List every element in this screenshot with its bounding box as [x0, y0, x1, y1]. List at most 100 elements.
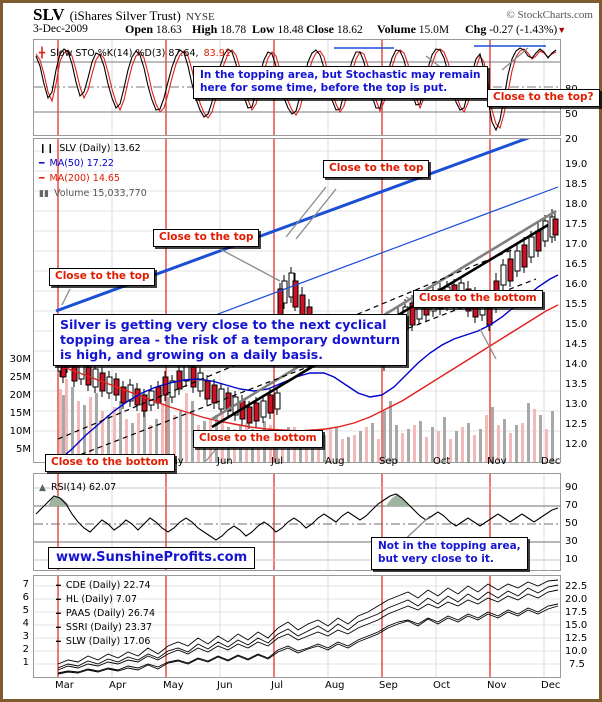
- price-legend-volume-text: Volume 15,033,770: [54, 188, 147, 199]
- month-label-dec: Dec: [541, 456, 561, 467]
- month-label-jun: Jun: [217, 456, 233, 467]
- bottom-month-jun: Jun: [217, 680, 233, 691]
- quote-change: Chg -0.27 (-1.43%)▼: [465, 22, 566, 37]
- main-note-line2: topping area - the risk of a temporary d…: [60, 332, 400, 347]
- miners-legend-row-ssri: ━ SSRI (Daily) 23.37: [56, 619, 155, 633]
- rsi-ytick-30: 30: [565, 536, 578, 547]
- price-ytick-18-0: 18.0: [565, 199, 588, 210]
- watermark-sunshineprofits[interactable]: www.SunshineProfits.com: [48, 547, 256, 569]
- month-label-aug: Aug: [325, 456, 345, 467]
- quote-open-label: Open: [125, 22, 154, 36]
- price-ytick-14-5: 14.5: [565, 339, 588, 350]
- quote-date: 3-Dec-2009: [33, 23, 88, 35]
- close-to-top-callout-mar: Close to the top: [49, 268, 156, 286]
- quote-low-label: Low: [252, 22, 275, 36]
- month-label-nov: Nov: [487, 456, 507, 467]
- ssri-series: [57, 584, 559, 669]
- slw-series: [57, 605, 559, 675]
- miners-legend-cde-text: CDE (Daily) 22.74: [65, 580, 151, 591]
- close-to-bottom-callout-jul: Close to the bottom: [193, 430, 323, 448]
- month-label-oct: Oct: [433, 456, 451, 467]
- price-ytick-12-5: 12.5: [565, 419, 588, 430]
- quote-close-label: Close: [306, 22, 334, 36]
- stochastic-note-line2: here for some time, before the top is pu…: [200, 82, 448, 94]
- paas-marker-icon: ━: [56, 609, 61, 618]
- cde-marker-icon: ━: [56, 581, 61, 590]
- quote-open: Open 18.63: [125, 22, 182, 37]
- miners-legend-slw-text: SLW (Daily) 17.06: [65, 636, 151, 647]
- price-ytick-15-0: 15.0: [565, 319, 588, 330]
- rsi-note-callout: Not in the topping area, but very close t…: [371, 537, 528, 570]
- price-legend-ma50-text: MA(50) 17.22: [49, 158, 114, 169]
- stockcharts-credit: © StockCharts.com: [506, 9, 593, 21]
- miners-ytick-22-5: 22.5: [565, 581, 588, 592]
- quote-high-label: High: [192, 22, 218, 36]
- stoch-ytick-20: 20: [565, 134, 578, 145]
- ma50-marker-icon: ━: [39, 159, 45, 169]
- quote-open-value: 18.63: [155, 24, 182, 36]
- quote-high-value: 18.78: [220, 24, 247, 36]
- bottom-month-may: May: [163, 680, 184, 691]
- close-to-top-question-callout: Close to the top?: [487, 89, 600, 107]
- ma200-marker-icon: ━: [39, 174, 45, 184]
- rising-channel-parallel: [209, 186, 559, 318]
- bottom-month-apr: Apr: [109, 680, 127, 691]
- stochastic-y-axis: 80 50 20: [563, 39, 602, 145]
- price-legend-ma200-text: MA(200) 14.65: [49, 173, 120, 184]
- miners-lytick-3: 3: [22, 631, 29, 642]
- cde-series: [57, 589, 559, 671]
- miners-legend-row-slw: ━ SLW (Daily) 17.06: [56, 633, 155, 647]
- bottom-month-jul: Jul: [271, 680, 284, 691]
- price-ytick-14-0: 14.0: [565, 359, 588, 370]
- company-name: (iShares Silver Trust): [69, 8, 181, 23]
- month-label-sep: Sep: [379, 456, 398, 467]
- rsi-legend: ▲ RSI(14) 62.07: [39, 475, 116, 494]
- rsi-legend-marker-icon: ▲: [39, 483, 46, 493]
- bottom-month-mar: Mar: [55, 680, 74, 691]
- bottom-month-aug: Aug: [325, 680, 345, 691]
- close-to-bottom-callout-nov: Close to the bottom: [413, 290, 543, 308]
- miners-legend-hl-text: HL (Daily) 7.07: [65, 594, 138, 605]
- volume-ytick-25m: 25M: [9, 372, 31, 383]
- price-legend-row-ma200: ━ MA(200) 14.65: [39, 170, 147, 185]
- miners-lytick-4: 4: [22, 618, 29, 629]
- candle-marker-icon: ❙❙: [39, 144, 55, 154]
- ssri-marker-icon: ━: [56, 623, 61, 632]
- miners-y-axis-right: 22.5 20.0 17.5 15.0 12.5 10.0 7.5: [563, 575, 602, 678]
- price-legend-row-slv: ❙❙ SLV (Daily) 13.62: [39, 140, 147, 155]
- price-ytick-12-0: 12.0: [565, 439, 588, 450]
- stoch-ytick-50: 50: [565, 109, 578, 120]
- stoch-legend-marker-icon: ╋: [39, 48, 46, 59]
- price-ytick-16-0: 16.0: [565, 279, 588, 290]
- miners-lytick-6: 6: [22, 592, 29, 603]
- exchange-label: NYSE: [185, 11, 215, 23]
- volume-ytick-30m: 30M: [9, 354, 31, 365]
- price-callout-pointers: [61, 186, 497, 462]
- miners-ytick-7-5: 7.5: [569, 659, 585, 670]
- miners-lytick-2: 2: [22, 644, 29, 655]
- volume-ytick-5m: 5M: [16, 444, 31, 455]
- miners-legend-row-hl: ━ HL (Daily) 7.07: [56, 591, 155, 605]
- chart-header: SLV (iShares Silver Trust) NYSE © StockC…: [3, 3, 599, 39]
- main-note-line1: Silver is getting very close to the next…: [60, 317, 387, 332]
- bottom-month-oct: Oct: [433, 680, 451, 691]
- rsi-ytick-90: 90: [565, 482, 578, 493]
- miners-legend-paas-text: PAAS (Daily) 26.74: [65, 608, 156, 619]
- stochastic-note-line1: In the topping area, but Stochastic may …: [200, 69, 481, 81]
- quote-close-value: 18.62: [336, 24, 363, 36]
- miners-panel: [33, 575, 561, 678]
- ticker-symbol: SLV: [33, 5, 65, 24]
- rsi-ytick-70: 70: [565, 500, 578, 511]
- bottom-month-dec: Dec: [541, 680, 561, 691]
- stochastic-note-callout: In the topping area, but Stochastic may …: [193, 66, 488, 99]
- stoch-legend-value: 83.91: [203, 48, 231, 59]
- volume-ytick-10m: 10M: [9, 426, 31, 437]
- change-down-arrow-icon: ▼: [557, 25, 567, 35]
- bottom-month-axis: Mar Apr May Jun Jul Aug Sep Oct Nov Dec: [33, 679, 561, 697]
- rsi-ytick-10: 10: [565, 554, 578, 565]
- price-ytick-18-5: 18.5: [565, 179, 588, 190]
- quote-change-label: Chg: [465, 22, 487, 36]
- close-to-top-callout-sep: Close to the top: [323, 160, 430, 178]
- price-ytick-19-0: 19.0: [565, 159, 588, 170]
